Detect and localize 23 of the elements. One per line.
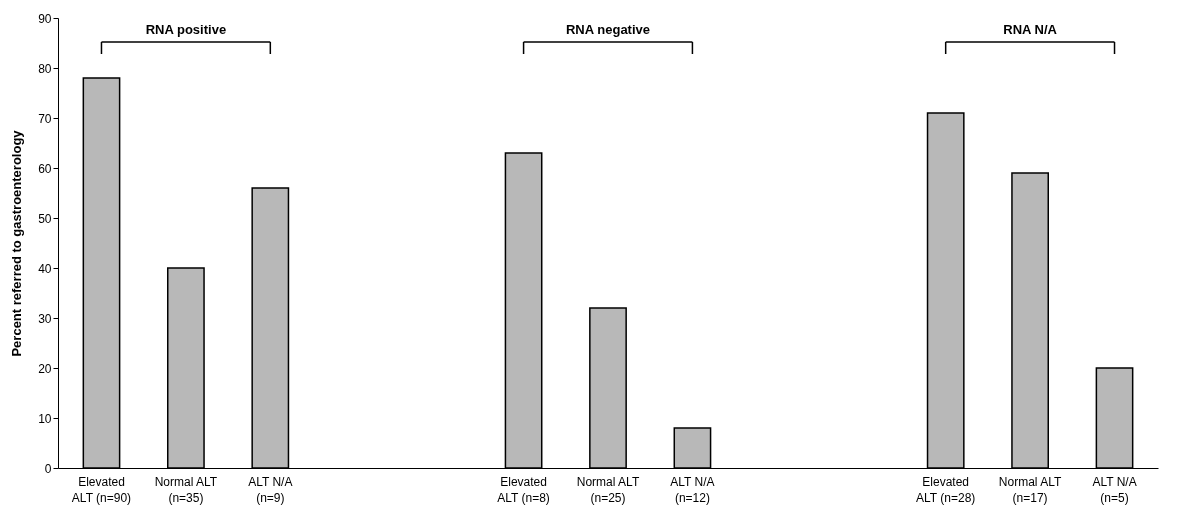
y-tick-label: 60 [38,161,52,176]
x-tick-label: Elevated ALT (n=90) [71,474,132,505]
x-tick-label: Elevated ALT (n=8) [497,474,550,505]
y-tick-label: 20 [38,361,52,376]
x-tick-label: Normal ALT (n=35) [154,474,218,505]
x-tick-label: ALT N/A (n=9) [248,474,293,505]
y-tick-label: 40 [38,261,52,276]
annotation: RNA positive [145,22,227,37]
x-tick-label: Elevated ALT (n=28) [916,474,976,505]
y-tick-label: 50 [38,211,52,226]
y-axis-title: Percent referred to gastroenterology [9,129,25,357]
y-tick-label: 10 [38,411,52,426]
y-tick-label: 30 [38,311,52,326]
x-tick-label: ALT N/A (n=5) [1092,474,1137,505]
y-tick-label: 0 [44,461,52,476]
y-tick-label: 80 [38,61,52,76]
x-tick-label: ALT N/A (n=12) [670,474,715,505]
x-tick-label: Normal ALT (n=17) [998,474,1062,505]
x-tick-label: Normal ALT (n=25) [576,474,640,505]
annotation: RNA N/A [1003,22,1058,37]
y-tick-label: 90 [38,11,52,26]
annotation: RNA negative [565,22,651,37]
y-tick-label: 70 [38,111,52,126]
